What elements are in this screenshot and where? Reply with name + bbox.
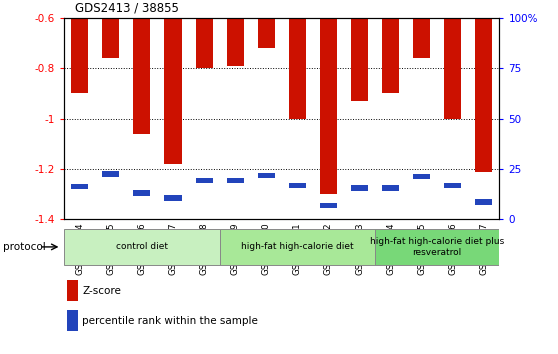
Bar [289,18,306,119]
Bar [227,18,244,65]
Bar [351,185,368,191]
Text: high-fat high-calorie diet: high-fat high-calorie diet [241,242,354,251]
Text: high-fat high-calorie diet plus
resveratrol: high-fat high-calorie diet plus resverat… [370,237,504,257]
Bar [220,229,375,265]
Bar [67,280,78,301]
Bar [195,18,213,68]
Bar [289,183,306,188]
Bar [413,18,430,58]
Bar [227,178,244,183]
Text: Z-score: Z-score [83,286,121,296]
Bar [375,229,499,265]
Bar [195,178,213,183]
Bar [258,172,275,178]
Bar [258,18,275,48]
Bar [71,18,88,93]
Bar [382,18,399,93]
Bar [133,190,151,196]
Bar [444,18,461,119]
Bar [475,18,492,172]
Bar [102,171,119,177]
Bar [320,203,337,209]
Bar [320,18,337,194]
Bar [165,18,181,164]
Text: protocol: protocol [3,242,46,252]
Text: control diet: control diet [116,242,168,251]
Text: percentile rank within the sample: percentile rank within the sample [83,316,258,326]
Bar [475,199,492,205]
Bar [71,184,88,189]
Text: GDS2413 / 38855: GDS2413 / 38855 [75,1,179,14]
Bar [165,195,181,201]
Bar [64,229,220,265]
Bar [102,18,119,58]
Bar [67,310,78,331]
Bar [351,18,368,101]
Bar [133,18,151,134]
Bar [444,183,461,188]
Bar [382,185,399,191]
Bar [413,174,430,179]
